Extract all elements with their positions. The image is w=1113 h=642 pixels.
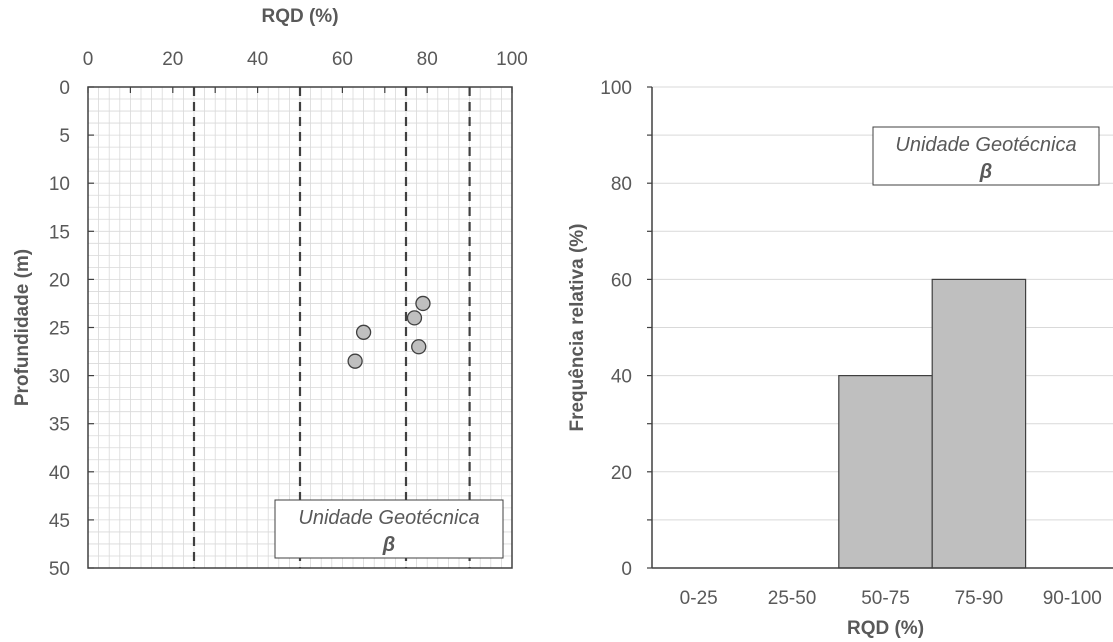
data-point [411,339,427,355]
y-tick-label: 60 [611,270,632,291]
y-tick-label: 15 [49,222,70,243]
x-tick-label: 100 [496,49,528,70]
y-tick-label: 40 [611,367,632,388]
annotation-line-2: β [382,534,395,556]
x-tick-label: 75-90 [955,588,1004,609]
x-tick-labels: 0-25 25-50 50-75 75-90 90-100 [680,588,1102,609]
annotation-frame [872,126,1100,186]
y-tick-labels: 0 20 40 60 80 100 [600,78,632,580]
x-tick-label: 50-75 [861,588,910,609]
rqd-depth-scatter-chart: 0 20 40 60 80 100 0 5 10 15 20 25 30 35 40 45 50 Unidad… [12,6,528,580]
y-tick-label: 0 [59,78,70,99]
y-axis-label: Profundidade (m) [12,249,33,406]
axis-ticks [87,86,513,569]
reference-lines [192,87,471,568]
annotation-box: Unidade Geotécnica β [872,126,1100,186]
x-tick-label: 40 [247,49,268,70]
data-points [347,295,431,369]
x-tick-labels: 0 20 40 60 80 100 [83,49,528,70]
y-tick-labels: 0 5 10 15 20 25 30 35 40 45 50 [49,78,70,580]
y-tick-label: 20 [49,270,70,291]
y-tick-label: 45 [49,511,70,532]
annotation-line-1: Unidade Geotécnica [298,507,479,529]
x-tick-label: 20 [162,49,183,70]
y-tick-label: 35 [49,415,70,436]
x-tick-label: 0 [83,49,94,70]
annotation-line-2: β [979,161,992,183]
axes [647,86,1113,569]
grid [652,86,1113,521]
y-tick-label: 30 [49,367,70,388]
annotation-line-1: Unidade Geotécnica [895,134,1076,156]
data-point [415,295,431,312]
bars [838,278,1027,569]
data-point [347,353,363,369]
y-tick-label: 20 [611,463,632,484]
x-tick-label: 25-50 [768,588,817,609]
data-point [406,310,423,326]
annotation-box: Unidade Geotécnica β [274,499,504,559]
data-point [355,324,372,340]
y-tick-label: 80 [611,174,632,195]
y-tick-label: 5 [59,126,70,147]
annotation-frame [274,499,504,559]
y-tick-label: 25 [49,319,70,340]
y-tick-label: 50 [49,559,70,580]
x-tick-label: 90-100 [1043,588,1102,609]
y-tick-label: 40 [49,463,70,484]
y-axis-label: Frequência relativa (%) [567,223,588,431]
x-axis-label: RQD (%) [847,618,924,639]
bar-75-90 [931,278,1027,569]
bar-50-75 [838,375,933,569]
y-tick-label: 100 [600,78,632,99]
x-tick-label: 0-25 [680,588,718,609]
y-tick-label: 0 [621,559,632,580]
y-tick-label: 10 [49,174,70,195]
x-tick-label: 80 [417,49,438,70]
x-tick-label: 60 [332,49,353,70]
x-axis-label: RQD (%) [261,6,338,27]
